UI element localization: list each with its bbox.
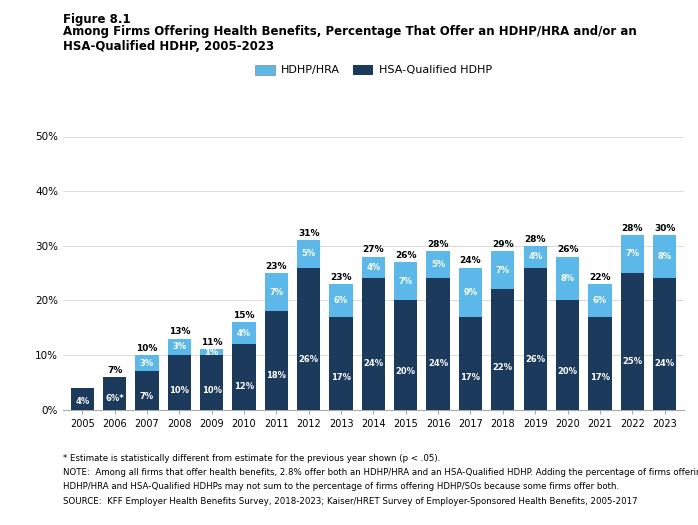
Text: 17%: 17% — [590, 373, 610, 382]
Bar — [653, 278, 676, 410]
Bar — [426, 278, 450, 410]
Bar — [135, 371, 158, 410]
Text: 13%: 13% — [168, 327, 190, 337]
Bar — [362, 257, 385, 278]
Bar — [524, 268, 547, 410]
Bar — [556, 300, 579, 410]
Text: 7%: 7% — [399, 277, 413, 286]
Text: Among Firms Offering Health Benefits, Percentage That Offer an HDHP/HRA and/or a: Among Firms Offering Health Benefits, Pe… — [63, 25, 637, 38]
Text: 7%: 7% — [625, 249, 639, 258]
Text: 22%: 22% — [493, 363, 513, 372]
Bar — [491, 289, 514, 410]
Text: 4%: 4% — [237, 329, 251, 338]
Bar — [653, 235, 676, 278]
Text: NOTE:  Among all firms that offer health benefits, 2.8% offer both an HDHP/HRA a: NOTE: Among all firms that offer health … — [63, 468, 698, 477]
Text: 6%: 6% — [334, 296, 348, 305]
Bar — [588, 284, 611, 317]
Bar — [200, 355, 223, 410]
Text: 23%: 23% — [266, 262, 287, 271]
Text: 17%: 17% — [461, 373, 480, 382]
Bar — [362, 278, 385, 410]
Bar — [265, 311, 288, 410]
Text: 20%: 20% — [558, 367, 577, 376]
Text: 29%: 29% — [492, 240, 514, 249]
Bar — [232, 344, 255, 410]
Text: HDHP/HRA and HSA-Qualified HDHPs may not sum to the percentage of firms offering: HDHP/HRA and HSA-Qualified HDHPs may not… — [63, 482, 619, 491]
Bar — [168, 339, 191, 355]
Text: 7%: 7% — [496, 266, 510, 275]
Text: 4%: 4% — [528, 252, 542, 261]
Bar — [103, 377, 126, 410]
Bar — [524, 246, 547, 268]
Text: 17%: 17% — [331, 373, 351, 382]
Text: 31%: 31% — [298, 229, 320, 238]
Text: 1%: 1% — [205, 348, 218, 356]
Bar — [556, 257, 579, 300]
Bar — [232, 322, 255, 344]
Bar — [426, 251, 450, 278]
Text: 28%: 28% — [427, 240, 449, 249]
Text: 22%: 22% — [589, 272, 611, 282]
Bar — [329, 317, 352, 410]
Text: 10%: 10% — [202, 386, 222, 395]
Text: 7%: 7% — [140, 392, 154, 401]
Text: 30%: 30% — [654, 224, 675, 233]
Text: 6%: 6% — [593, 296, 607, 305]
Text: 5%: 5% — [431, 260, 445, 269]
Text: 6%*: 6%* — [105, 394, 124, 403]
Text: 4%: 4% — [366, 263, 380, 272]
Text: 4%: 4% — [75, 397, 89, 406]
Text: 11%: 11% — [201, 338, 223, 347]
Legend: HDHP/HRA, HSA-Qualified HDHP: HDHP/HRA, HSA-Qualified HDHP — [251, 60, 496, 80]
Bar — [394, 262, 417, 300]
Text: HSA-Qualified HDHP, 2005-2023: HSA-Qualified HDHP, 2005-2023 — [63, 40, 274, 53]
Text: 26%: 26% — [557, 245, 579, 255]
Text: 23%: 23% — [330, 272, 352, 282]
Text: 28%: 28% — [524, 235, 546, 244]
Text: 8%: 8% — [560, 274, 574, 283]
Bar — [621, 235, 644, 273]
Text: 7%: 7% — [269, 288, 283, 297]
Text: 24%: 24% — [428, 359, 448, 368]
Text: 26%: 26% — [299, 355, 319, 364]
Bar — [459, 317, 482, 410]
Bar — [135, 355, 158, 371]
Text: 27%: 27% — [363, 245, 384, 255]
Bar — [491, 251, 514, 289]
Text: 20%: 20% — [396, 367, 416, 376]
Text: 24%: 24% — [460, 256, 482, 265]
Text: 5%: 5% — [302, 249, 315, 258]
Text: 26%: 26% — [525, 355, 545, 364]
Text: 24%: 24% — [655, 359, 675, 368]
Text: 9%: 9% — [463, 288, 477, 297]
Bar — [459, 268, 482, 317]
Text: 10%: 10% — [170, 386, 189, 395]
Bar — [329, 284, 352, 317]
Text: 12%: 12% — [234, 382, 254, 391]
Text: 3%: 3% — [172, 342, 186, 351]
Text: 8%: 8% — [658, 252, 671, 261]
Text: * Estimate is statistically different from estimate for the previous year shown : * Estimate is statistically different fr… — [63, 454, 440, 463]
Text: 7%: 7% — [107, 365, 122, 374]
Text: 18%: 18% — [267, 371, 286, 380]
Text: Figure 8.1: Figure 8.1 — [63, 13, 131, 26]
Text: SOURCE:  KFF Employer Health Benefits Survey, 2018-2023; Kaiser/HRET Survey of E: SOURCE: KFF Employer Health Benefits Sur… — [63, 497, 637, 506]
Bar — [394, 300, 417, 410]
Bar — [621, 273, 644, 410]
Bar — [297, 240, 320, 268]
Bar — [297, 268, 320, 410]
Text: 25%: 25% — [622, 357, 642, 366]
Bar — [200, 350, 223, 355]
Text: 15%: 15% — [233, 311, 255, 320]
Text: 3%: 3% — [140, 359, 154, 368]
Bar — [168, 355, 191, 410]
Text: 24%: 24% — [364, 359, 383, 368]
Text: 26%: 26% — [395, 251, 417, 260]
Text: 28%: 28% — [621, 224, 643, 233]
Text: 10%: 10% — [136, 344, 158, 353]
Bar — [588, 317, 611, 410]
Bar — [70, 387, 94, 410]
Bar — [265, 273, 288, 311]
